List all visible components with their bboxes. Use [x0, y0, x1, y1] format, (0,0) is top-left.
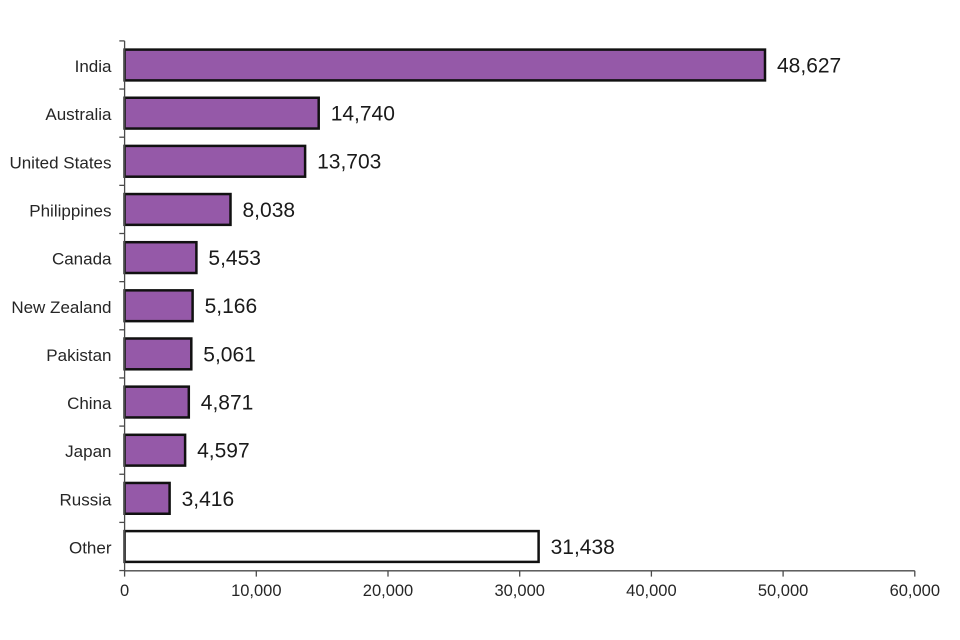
svg-text:3,416: 3,416	[182, 488, 235, 511]
svg-text:Australia: Australia	[45, 105, 112, 124]
svg-text:Pakistan: Pakistan	[46, 346, 111, 365]
svg-text:40,000: 40,000	[626, 582, 676, 600]
svg-text:50,000: 50,000	[758, 582, 808, 600]
svg-text:0: 0	[120, 582, 129, 600]
svg-text:4,871: 4,871	[201, 391, 254, 414]
svg-text:60,000: 60,000	[890, 582, 940, 600]
svg-text:China: China	[67, 394, 112, 413]
svg-text:10,000: 10,000	[231, 582, 281, 600]
svg-text:14,740: 14,740	[331, 103, 395, 126]
svg-text:31,438: 31,438	[551, 536, 615, 559]
svg-text:5,166: 5,166	[205, 295, 258, 318]
svg-text:13,703: 13,703	[317, 151, 381, 174]
svg-text:Other: Other	[69, 539, 112, 558]
svg-text:Japan: Japan	[65, 442, 111, 461]
svg-text:5,061: 5,061	[203, 343, 256, 366]
svg-text:Canada: Canada	[52, 250, 112, 269]
svg-text:48,627: 48,627	[777, 54, 841, 77]
svg-text:New Zealand: New Zealand	[11, 298, 111, 317]
svg-text:30,000: 30,000	[494, 582, 544, 600]
svg-text:5,453: 5,453	[208, 247, 261, 270]
svg-text:United States: United States	[9, 153, 111, 172]
svg-text:20,000: 20,000	[363, 582, 413, 600]
svg-text:India: India	[75, 57, 112, 76]
svg-text:4,597: 4,597	[197, 440, 250, 463]
svg-text:8,038: 8,038	[243, 199, 296, 222]
svg-text:Russia: Russia	[60, 490, 113, 509]
svg-text:Philippines: Philippines	[29, 201, 111, 220]
